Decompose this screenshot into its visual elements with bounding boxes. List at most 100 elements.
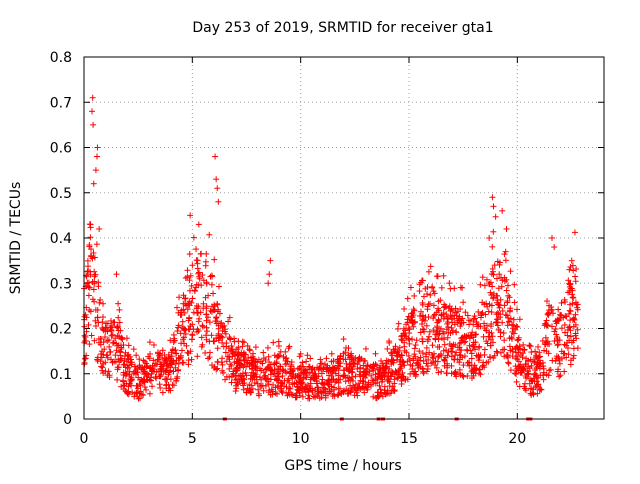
data-point <box>489 194 496 201</box>
data-point <box>219 361 226 368</box>
data-point <box>179 347 186 354</box>
data-point <box>382 364 389 371</box>
data-point <box>190 234 197 241</box>
data-point <box>444 334 451 341</box>
data-point <box>225 318 232 325</box>
y-tick-label: 0.8 <box>50 50 72 66</box>
data-point <box>140 392 147 399</box>
data-point <box>399 358 406 365</box>
data-point <box>416 281 423 288</box>
data-point <box>176 355 183 362</box>
data-point <box>420 370 427 377</box>
data-point <box>188 356 195 363</box>
data-point <box>457 306 464 313</box>
data-point <box>411 319 418 326</box>
data-point <box>320 381 327 388</box>
data-point <box>309 389 316 396</box>
data-point <box>488 336 495 343</box>
data-point <box>210 338 217 345</box>
data-point <box>537 360 544 367</box>
data-point <box>464 359 471 366</box>
data-point <box>561 350 568 357</box>
data-point <box>466 342 473 349</box>
data-point <box>260 355 267 362</box>
data-point <box>100 339 107 346</box>
data-point <box>505 292 512 299</box>
data-point <box>347 389 354 396</box>
data-point <box>193 305 200 312</box>
y-axis-label: SRMTID / TECUs <box>8 182 24 295</box>
data-point <box>299 393 306 400</box>
data-point <box>143 373 150 380</box>
data-point <box>472 315 479 322</box>
data-point <box>102 334 109 341</box>
data-point <box>479 363 486 370</box>
data-point <box>416 348 423 355</box>
data-point <box>326 372 333 379</box>
data-point <box>456 359 463 366</box>
data-point <box>451 321 458 328</box>
data-point <box>106 343 113 350</box>
data-point <box>468 355 475 362</box>
data-point <box>220 343 227 350</box>
data-point <box>466 321 473 328</box>
data-point <box>118 334 125 341</box>
data-point <box>470 334 477 341</box>
data-point <box>359 378 366 385</box>
data-point <box>223 340 230 347</box>
data-point <box>317 360 324 367</box>
data-point <box>513 343 520 350</box>
data-point <box>460 373 467 380</box>
data-point <box>528 378 535 385</box>
data-point <box>89 278 96 285</box>
data-point <box>89 94 96 101</box>
data-point <box>542 320 549 327</box>
data-point <box>96 339 103 346</box>
data-point <box>435 316 442 323</box>
data-point <box>97 358 104 365</box>
data-point <box>235 373 242 380</box>
data-point <box>97 336 104 343</box>
data-point <box>87 221 94 228</box>
data-point <box>135 385 142 392</box>
data-point <box>540 369 547 376</box>
data-point <box>475 323 482 330</box>
data-point <box>228 373 235 380</box>
data-point <box>352 373 359 380</box>
data-point <box>472 365 479 372</box>
data-point <box>135 395 142 402</box>
data-point <box>180 336 187 343</box>
data-point <box>417 363 424 370</box>
data-point <box>144 370 151 377</box>
data-point <box>199 272 206 279</box>
data-point <box>387 372 394 379</box>
data-point <box>118 335 125 342</box>
data-point <box>568 257 575 264</box>
data-point <box>270 381 277 388</box>
data-point <box>376 382 383 389</box>
data-point <box>200 300 207 307</box>
data-point <box>344 374 351 381</box>
data-point <box>202 258 209 265</box>
data-point <box>333 365 340 372</box>
data-point <box>541 347 548 354</box>
data-point <box>171 337 178 344</box>
data-point <box>216 283 223 290</box>
data-point <box>286 385 293 392</box>
data-point <box>512 370 519 377</box>
data-point <box>573 301 580 308</box>
data-point <box>185 361 192 368</box>
data-point <box>156 381 163 388</box>
data-point <box>310 375 317 382</box>
data-point <box>545 309 552 316</box>
data-point <box>408 317 415 324</box>
data-point <box>560 314 567 321</box>
data-point <box>475 353 482 360</box>
data-point <box>524 368 531 375</box>
data-point <box>536 349 543 356</box>
data-point <box>297 379 304 386</box>
data-point <box>372 350 379 357</box>
data-point <box>499 207 506 214</box>
data-point <box>124 364 131 371</box>
data-point <box>262 372 269 379</box>
